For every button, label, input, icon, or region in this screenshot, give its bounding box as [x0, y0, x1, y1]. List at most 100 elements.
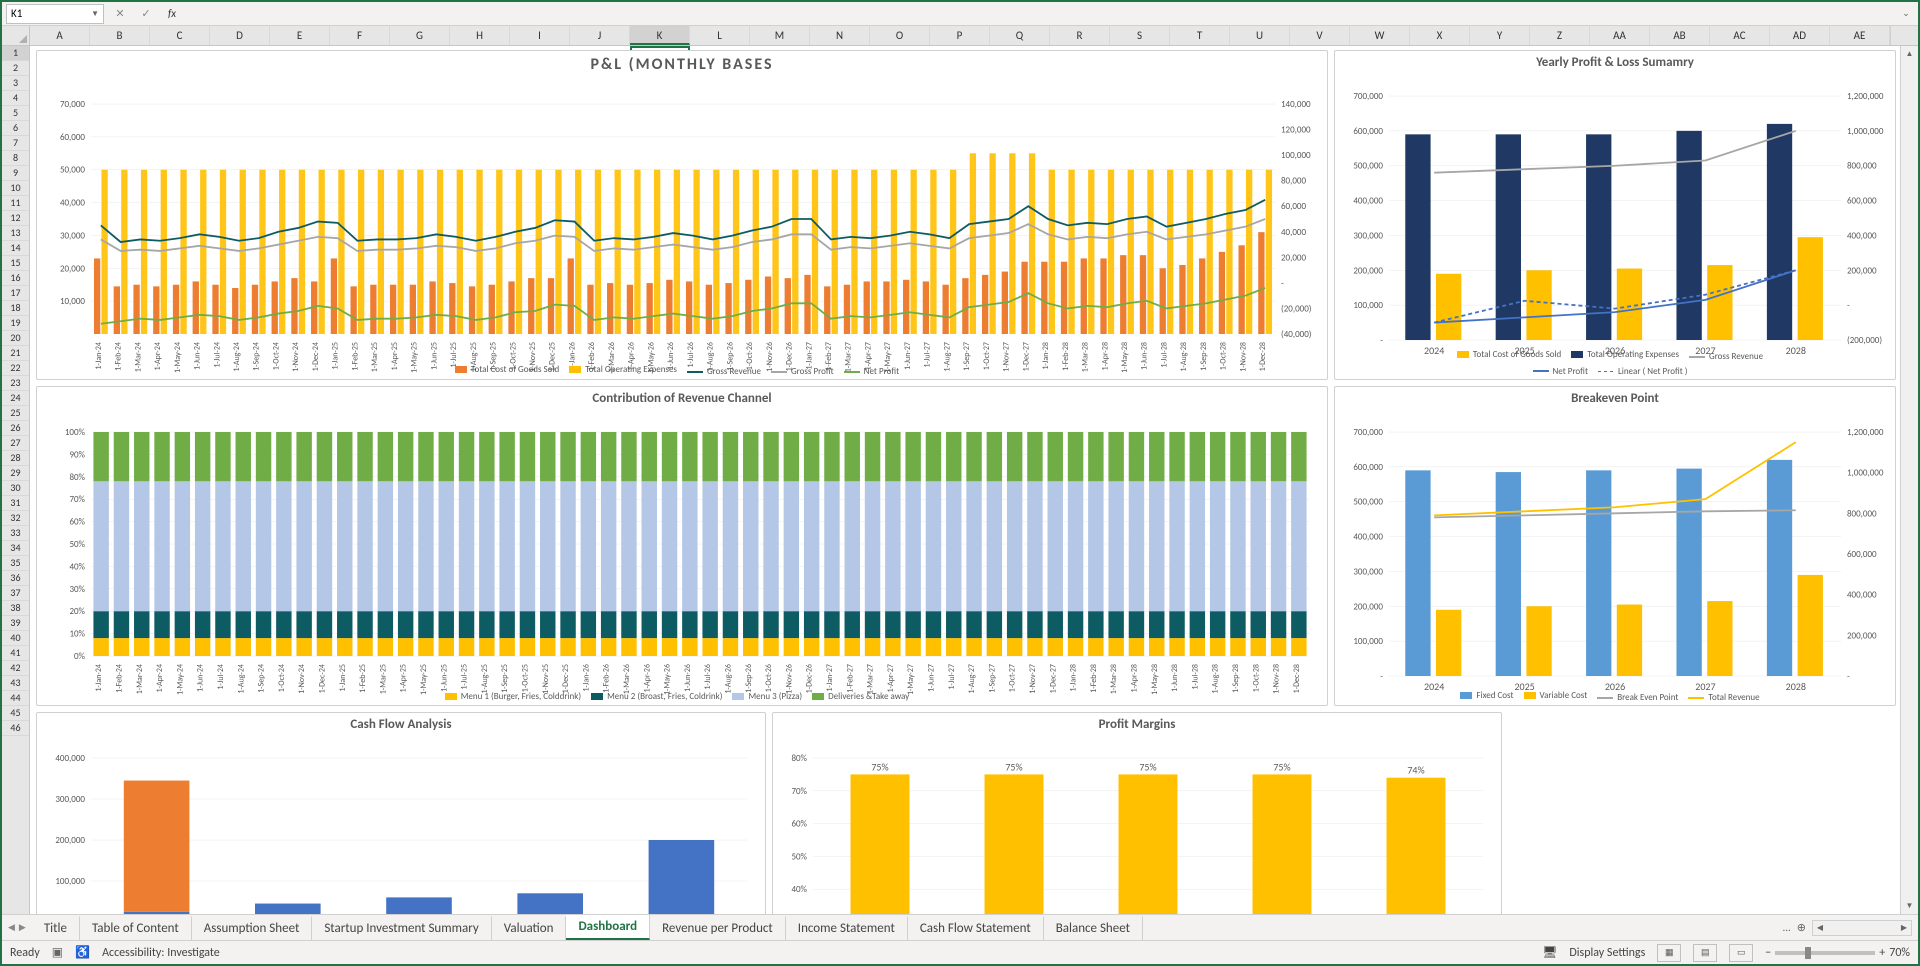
hscroll-right-icon[interactable]: ▶: [1897, 923, 1911, 933]
row-header[interactable]: 38: [2, 601, 29, 616]
row-header[interactable]: 30: [2, 481, 29, 496]
column-header[interactable]: X: [1410, 26, 1470, 45]
row-header[interactable]: 41: [2, 646, 29, 661]
sheet-tab[interactable]: Title: [32, 916, 80, 940]
row-header[interactable]: 44: [2, 691, 29, 706]
row-header[interactable]: 17: [2, 286, 29, 301]
column-header[interactable]: AB: [1650, 26, 1710, 45]
column-header[interactable]: T: [1170, 26, 1230, 45]
row-header[interactable]: 21: [2, 346, 29, 361]
sheet-tab[interactable]: Income Statement: [786, 916, 908, 940]
column-header[interactable]: AA: [1590, 26, 1650, 45]
new-sheet-icon[interactable]: ⊕: [1797, 921, 1806, 934]
zoom-slider[interactable]: [1775, 951, 1875, 955]
row-header[interactable]: 45: [2, 706, 29, 721]
row-header[interactable]: 35: [2, 556, 29, 571]
column-header[interactable]: F: [330, 26, 390, 45]
scroll-up-icon[interactable]: ▲: [1901, 46, 1918, 62]
column-header[interactable]: Q: [990, 26, 1050, 45]
column-header[interactable]: N: [810, 26, 870, 45]
display-settings-icon[interactable]: 🖥: [1542, 945, 1557, 960]
column-header[interactable]: E: [270, 26, 330, 45]
sheet-tab[interactable]: Table of Content: [80, 916, 192, 940]
fx-icon[interactable]: fx: [162, 4, 182, 24]
column-header[interactable]: AE: [1830, 26, 1890, 45]
column-header[interactable]: L: [690, 26, 750, 45]
row-header[interactable]: 6: [2, 121, 29, 136]
column-header[interactable]: Z: [1530, 26, 1590, 45]
sheet-tab[interactable]: Dashboard: [566, 915, 650, 940]
column-header[interactable]: V: [1290, 26, 1350, 45]
sheet-tab[interactable]: Cash Flow Statement: [908, 916, 1044, 940]
row-header[interactable]: 28: [2, 451, 29, 466]
column-header[interactable]: H: [450, 26, 510, 45]
sheet-tab[interactable]: Revenue per Product: [650, 916, 786, 940]
row-header[interactable]: 8: [2, 151, 29, 166]
view-normal-icon[interactable]: ▦: [1657, 944, 1681, 962]
macro-record-icon[interactable]: ▣: [52, 945, 63, 960]
row-header[interactable]: 43: [2, 676, 29, 691]
row-header[interactable]: 20: [2, 331, 29, 346]
name-box[interactable]: K1 ▼: [6, 4, 104, 24]
sheet-tab[interactable]: Balance Sheet: [1044, 916, 1143, 940]
view-pagelayout-icon[interactable]: ▤: [1693, 944, 1717, 962]
tab-prev-icon[interactable]: ◀: [8, 922, 15, 933]
column-header[interactable]: D: [210, 26, 270, 45]
column-header[interactable]: J: [570, 26, 630, 45]
column-header[interactable]: Y: [1470, 26, 1530, 45]
row-header[interactable]: 16: [2, 271, 29, 286]
sheet-tab[interactable]: Startup Investment Summary: [312, 916, 491, 940]
row-header[interactable]: 26: [2, 421, 29, 436]
row-header[interactable]: 39: [2, 616, 29, 631]
row-header[interactable]: 1: [2, 46, 29, 61]
row-header[interactable]: 33: [2, 526, 29, 541]
column-header[interactable]: A: [30, 26, 90, 45]
column-header[interactable]: I: [510, 26, 570, 45]
column-header[interactable]: G: [390, 26, 450, 45]
column-header[interactable]: AD: [1770, 26, 1830, 45]
column-header[interactable]: M: [750, 26, 810, 45]
tab-nav[interactable]: ◀ ▶: [2, 915, 32, 940]
sheet-tab[interactable]: Valuation: [492, 916, 567, 940]
row-header[interactable]: 36: [2, 571, 29, 586]
row-header[interactable]: 23: [2, 376, 29, 391]
scroll-down-icon[interactable]: ▼: [1901, 898, 1918, 914]
column-header[interactable]: O: [870, 26, 930, 45]
row-header[interactable]: 4: [2, 91, 29, 106]
row-header[interactable]: 9: [2, 166, 29, 181]
column-header[interactable]: C: [150, 26, 210, 45]
column-header[interactable]: P: [930, 26, 990, 45]
formula-input[interactable]: [188, 4, 1892, 24]
vertical-scrollbar[interactable]: ▲ ▼: [1900, 46, 1918, 914]
cancel-icon[interactable]: ✕: [110, 4, 130, 24]
expand-formula-bar-icon[interactable]: ⌄: [1898, 8, 1914, 19]
row-header[interactable]: 31: [2, 496, 29, 511]
accessibility-status[interactable]: Accessibility: Investigate: [102, 946, 220, 960]
view-pagebreak-icon[interactable]: ▭: [1729, 944, 1753, 962]
worksheet-canvas[interactable]: P&L (MONTHLY BASES 10,00020,00030,00040,…: [30, 46, 1900, 914]
zoom-out-icon[interactable]: −: [1765, 946, 1771, 960]
row-header[interactable]: 22: [2, 361, 29, 376]
row-header[interactable]: 2: [2, 61, 29, 76]
row-header[interactable]: 5: [2, 106, 29, 121]
column-header[interactable]: R: [1050, 26, 1110, 45]
row-header[interactable]: 32: [2, 511, 29, 526]
horizontal-scrollbar[interactable]: ◀ ▶: [1812, 920, 1912, 936]
column-header[interactable]: W: [1350, 26, 1410, 45]
row-header[interactable]: 42: [2, 661, 29, 676]
row-header[interactable]: 46: [2, 721, 29, 736]
row-header[interactable]: 10: [2, 181, 29, 196]
row-header[interactable]: 37: [2, 586, 29, 601]
column-header[interactable]: S: [1110, 26, 1170, 45]
row-header[interactable]: 3: [2, 76, 29, 91]
column-header[interactable]: K: [630, 26, 690, 45]
select-all-corner[interactable]: [2, 26, 30, 45]
column-header[interactable]: U: [1230, 26, 1290, 45]
column-header[interactable]: AC: [1710, 26, 1770, 45]
more-tabs-button[interactable]: ...: [1782, 921, 1790, 934]
zoom-level[interactable]: 70%: [1889, 946, 1910, 960]
row-header[interactable]: 11: [2, 196, 29, 211]
row-header[interactable]: 13: [2, 226, 29, 241]
display-settings-label[interactable]: Display Settings: [1569, 946, 1645, 960]
row-header[interactable]: 34: [2, 541, 29, 556]
